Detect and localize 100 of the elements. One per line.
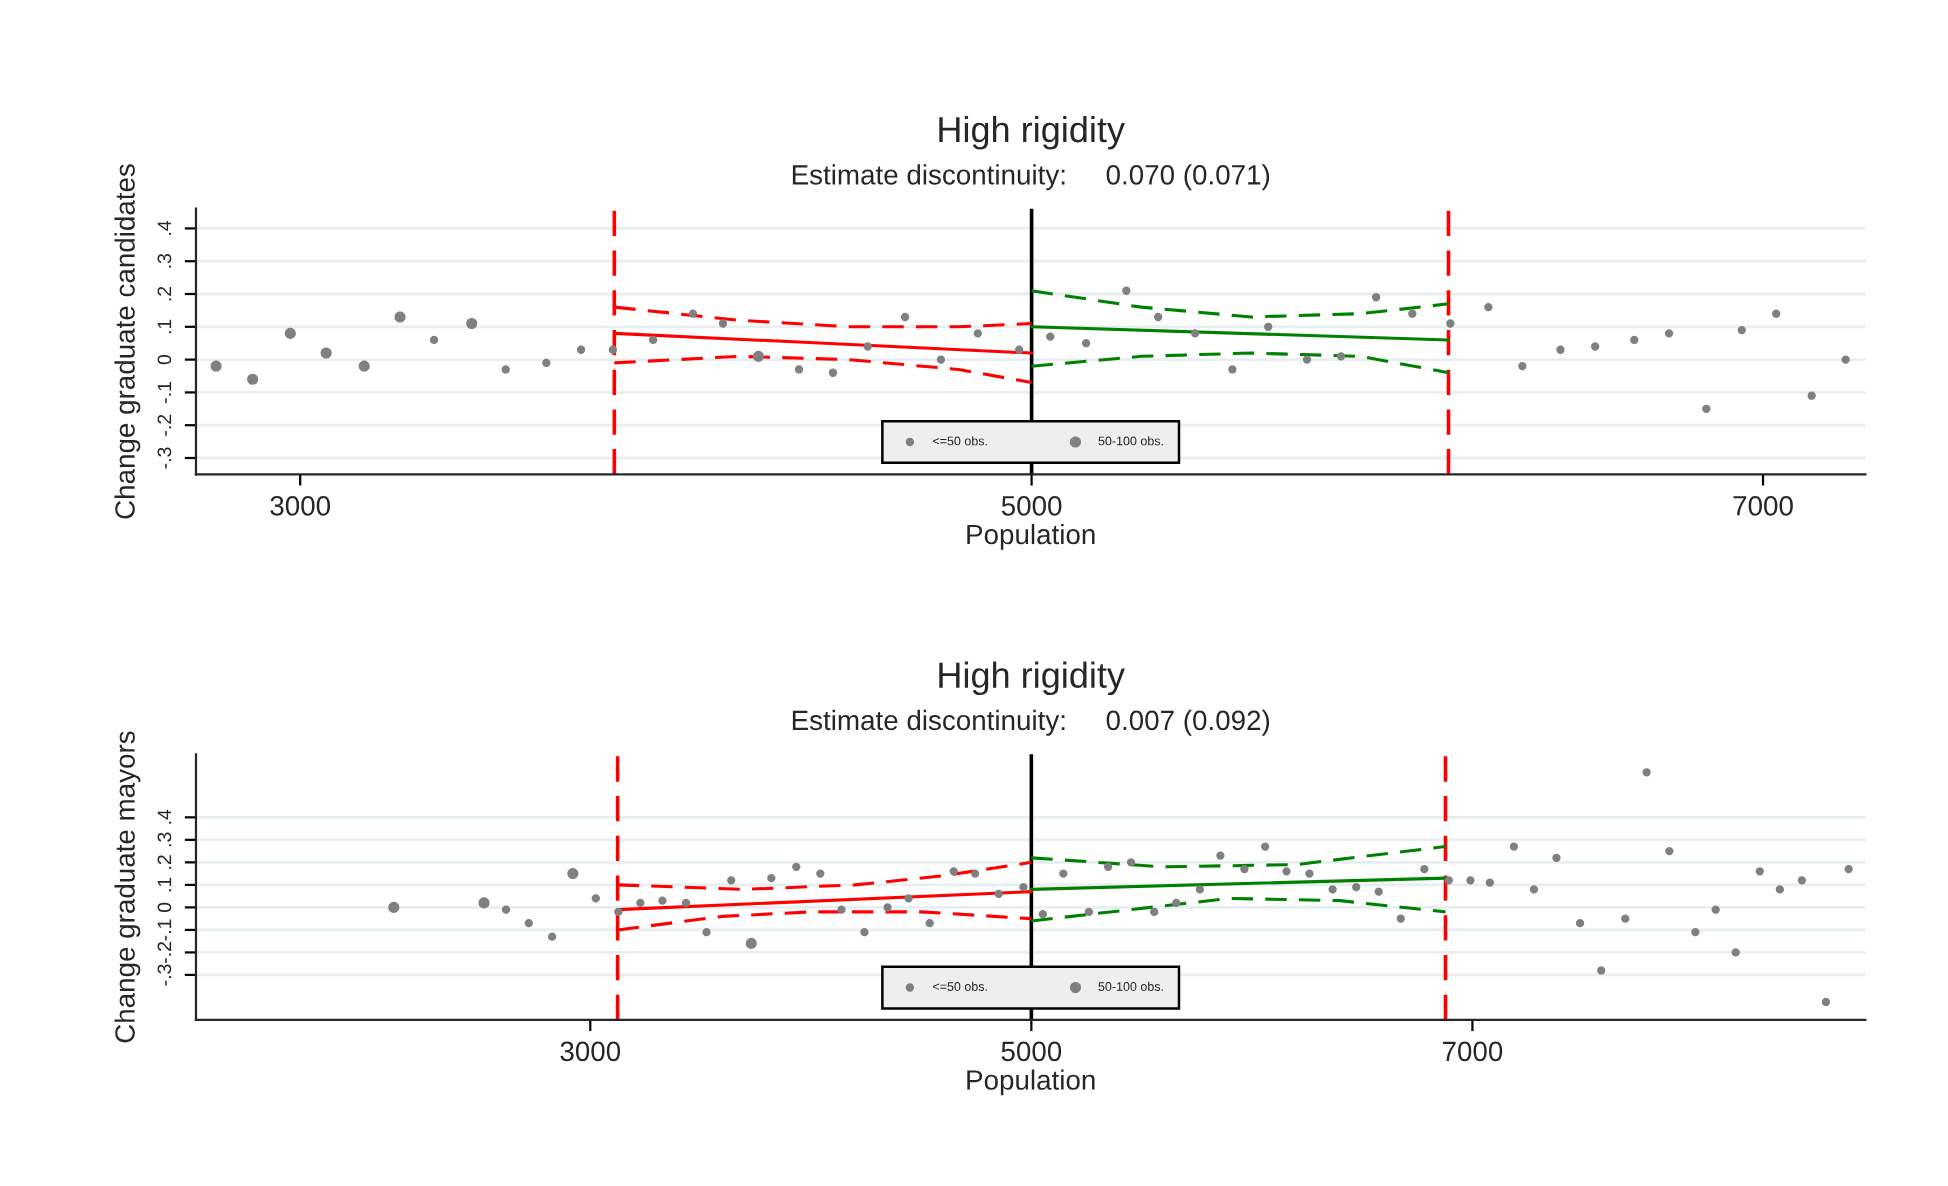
y-tick-label: .4 [157,220,172,235]
point [429,335,439,345]
y-tick-label: .3 [157,253,172,268]
point [1103,862,1113,872]
point [1374,887,1383,896]
x-axis-title: Population [967,1069,1095,1096]
point [1240,864,1249,874]
point [1518,362,1527,371]
y-tick-label: -.3 [157,964,172,986]
x-axis-title: Population [967,523,1095,550]
point [1621,914,1630,923]
y-axis-title: Change graduate mayors [114,731,141,1043]
point [1038,909,1047,919]
point [547,932,557,941]
point [1552,853,1561,863]
point [1352,882,1361,892]
chart-subtitle: Estimate discontinuity: 0.007 (0.092) [792,709,1270,736]
point [1484,302,1493,312]
point [1485,878,1494,887]
point [1195,885,1204,894]
point [1466,876,1475,885]
point [718,319,728,328]
point [501,905,511,914]
point [828,368,838,377]
point [900,312,910,322]
x-tick-label: 3000 [560,1041,621,1062]
point [1172,898,1181,908]
point [794,365,804,374]
point [614,907,623,917]
point [1059,869,1068,878]
point [388,901,400,913]
point [1216,851,1225,860]
x-tick-label: 3000 [270,495,331,516]
point [904,894,913,903]
point [320,347,332,359]
point [358,360,370,372]
point [1084,907,1094,917]
point [1305,869,1314,878]
point [1807,391,1816,400]
point [1081,339,1091,348]
point [792,862,801,872]
point [466,317,478,330]
point [478,897,490,909]
x-tick-label: 5000 [1001,1041,1062,1062]
point [1755,867,1764,876]
chart-title: High rigidity [939,661,1125,696]
point [1153,312,1163,322]
point [1444,876,1453,885]
x-tick-label: 7000 [1442,1041,1503,1062]
x-tick-label: 7000 [1733,495,1793,516]
point [883,903,892,912]
point [1575,918,1585,928]
point [863,342,872,351]
point [524,918,533,928]
point [210,360,222,372]
point [1711,905,1720,914]
point [936,355,946,364]
point [1396,914,1405,923]
point [752,350,764,362]
point [658,896,667,905]
point [247,373,259,385]
point [1821,997,1831,1007]
point [1408,309,1417,318]
chart-title: High rigidity [939,115,1125,150]
point [1691,927,1700,937]
y-tick-label: 0 [157,354,172,365]
point [1597,966,1606,975]
y-tick-label: .2 [157,286,172,301]
point [284,327,296,339]
y-tick-label: .4 [157,809,172,824]
y-tick-label: .1 [157,877,172,892]
point [1556,345,1565,354]
line-series [1030,351,1451,375]
point [973,329,983,338]
point [1841,355,1850,364]
y-tick-label: 0 [157,902,172,913]
point [681,898,691,908]
point [1150,907,1159,917]
point [1260,842,1270,851]
y-tick-label: -.1 [157,919,172,941]
x-tick-label: 5000 [1001,495,1062,516]
point [1630,335,1639,345]
point [837,905,846,914]
line-series [612,354,1034,385]
point [1190,329,1200,338]
point [970,869,980,878]
point [688,309,698,318]
point [1122,286,1131,295]
point [1509,842,1519,851]
point [1797,876,1807,885]
point [1642,768,1651,777]
point [1302,355,1312,364]
point [1228,365,1237,374]
point [1844,864,1853,874]
point [994,889,1003,899]
point [567,868,579,880]
y-tick-label: .1 [157,319,172,334]
chart-subtitle: Estimate discontinuity: 0.070 (0.071) [792,164,1270,191]
point [1590,342,1600,351]
point [1328,885,1337,894]
